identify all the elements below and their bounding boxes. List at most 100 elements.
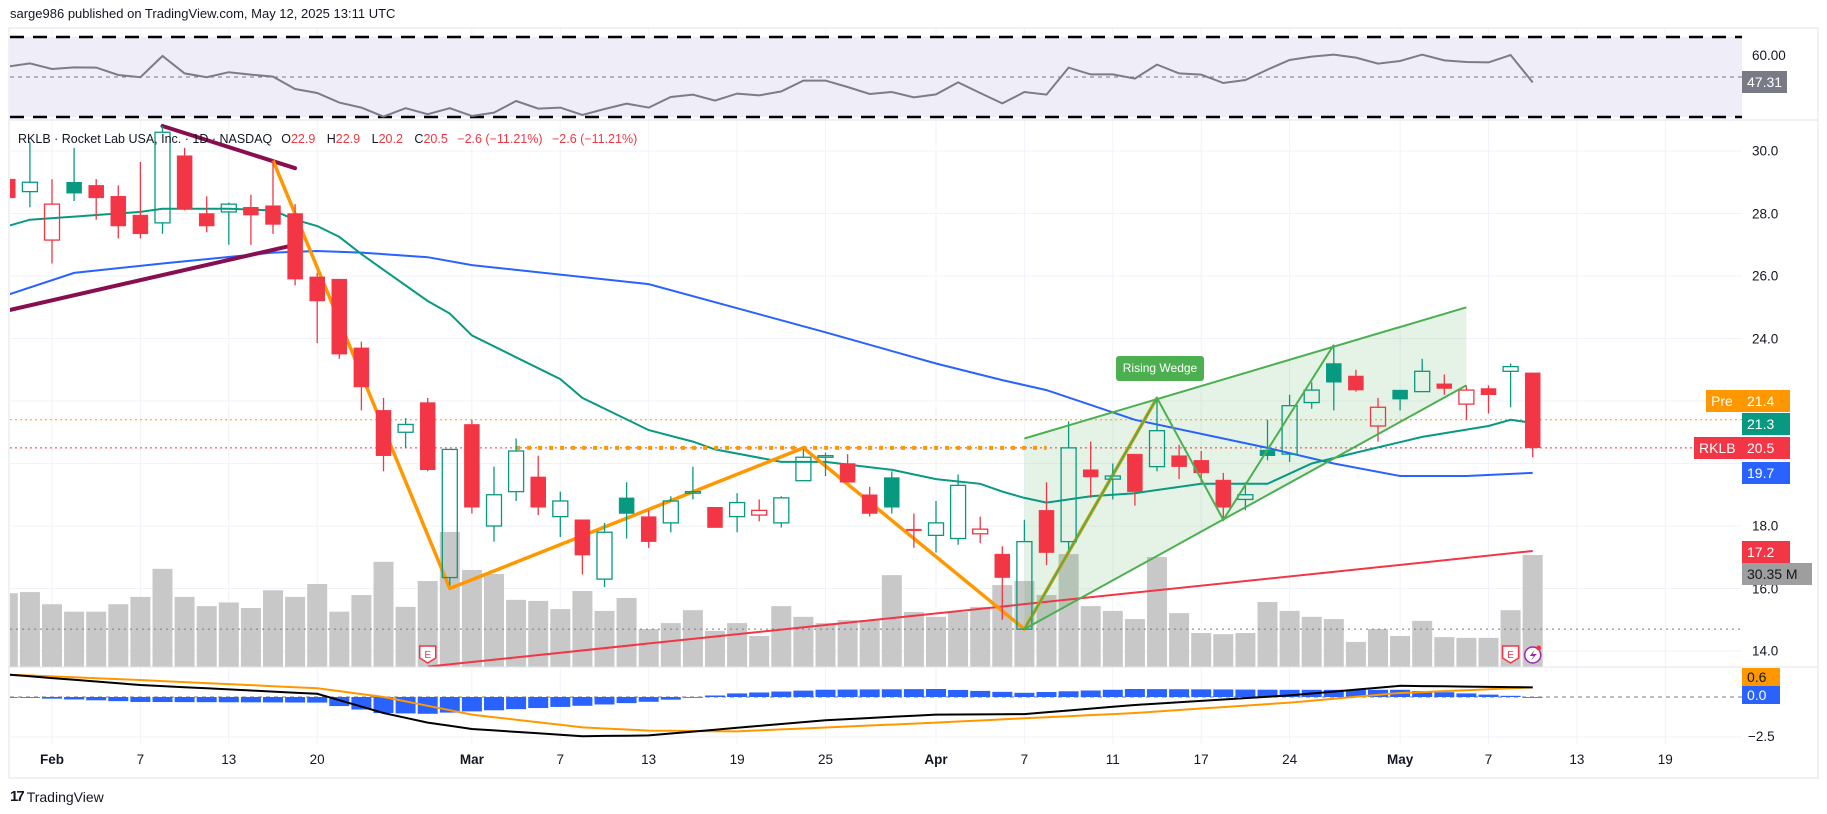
candle[interactable] [1038, 482, 1055, 566]
macd-histogram-bar [19, 697, 40, 698]
candle[interactable] [795, 449, 812, 482]
candle[interactable] [353, 341, 370, 411]
candle[interactable] [220, 202, 237, 245]
candle[interactable] [684, 466, 702, 500]
macd-histogram-bar [307, 697, 328, 703]
candle-body [817, 455, 834, 458]
volume-bar [705, 630, 725, 667]
candle[interactable] [1524, 372, 1541, 458]
candle[interactable] [751, 499, 768, 522]
candle[interactable] [1348, 369, 1364, 392]
macd-histogram-bar [373, 697, 394, 713]
candle[interactable] [1215, 472, 1232, 520]
macd-histogram-bar [1058, 691, 1079, 697]
candle[interactable] [640, 510, 657, 548]
candle[interactable] [618, 482, 635, 539]
candle[interactable] [1193, 451, 1209, 483]
candle[interactable] [154, 126, 171, 234]
candle[interactable] [1458, 385, 1475, 420]
candle[interactable] [817, 452, 834, 476]
candle[interactable] [1392, 389, 1408, 411]
macd-histogram-bar [970, 690, 991, 697]
candle[interactable] [574, 519, 591, 575]
candle[interactable] [662, 496, 679, 533]
candle[interactable] [728, 493, 746, 533]
volume-bar [660, 623, 681, 667]
earnings-icon[interactable]: E [1501, 645, 1520, 664]
candle[interactable] [309, 272, 325, 344]
rsi-pane[interactable] [8, 35, 1742, 119]
candle[interactable] [773, 496, 790, 528]
symbol-legend[interactable]: RKLB · Rocket Lab USA, Inc. · 1D · NASDA… [18, 132, 643, 146]
candle[interactable] [507, 438, 525, 502]
candle[interactable] [66, 147, 82, 201]
candle[interactable] [530, 455, 546, 516]
candle[interactable] [265, 160, 281, 234]
candle[interactable] [1414, 358, 1431, 393]
candle[interactable] [861, 486, 878, 517]
candle-body [1148, 430, 1166, 468]
time-tick-label: 19 [729, 752, 745, 767]
volume-bar [240, 607, 261, 667]
candle[interactable] [419, 397, 436, 472]
candle-body [574, 519, 591, 556]
symbol-title[interactable]: RKLB · Rocket Lab USA, Inc. · 1D · NASDA… [18, 132, 273, 146]
candle[interactable] [287, 204, 303, 286]
earnings-icon[interactable]: E [418, 645, 437, 664]
candle[interactable] [1127, 453, 1143, 506]
candle[interactable] [1082, 441, 1099, 498]
candle[interactable] [88, 179, 104, 220]
candle[interactable] [1303, 382, 1320, 409]
candle[interactable] [21, 141, 39, 208]
rising-wedge-label[interactable]: Rising Wedge [1116, 356, 1204, 381]
maroon-trendline-lower[interactable] [8, 242, 298, 312]
wedge-lower-line[interactable] [1023, 384, 1467, 630]
candle[interactable] [1259, 419, 1276, 461]
candle[interactable] [176, 147, 193, 211]
candle[interactable] [1281, 394, 1298, 462]
candle[interactable] [884, 471, 900, 514]
candle[interactable] [1436, 374, 1453, 395]
candle[interactable] [927, 501, 945, 553]
candle[interactable] [331, 278, 348, 359]
candle[interactable] [43, 179, 61, 264]
candle-body [618, 497, 635, 514]
candle[interactable] [441, 448, 458, 586]
support-trendline[interactable] [427, 550, 1533, 667]
candle[interactable] [1171, 444, 1187, 480]
flash-icon[interactable] [1523, 645, 1542, 664]
tradingview-logo[interactable]: 17 TradingView [10, 788, 104, 805]
candle[interactable] [1326, 344, 1342, 411]
candle[interactable] [1016, 519, 1033, 630]
candle[interactable] [485, 466, 503, 542]
wedge-zigzag[interactable] [1023, 344, 1335, 630]
candle-body [795, 456, 812, 482]
candle[interactable] [1148, 397, 1166, 472]
price-tick-label: 30.0 [1752, 143, 1779, 159]
wedge-upper-line[interactable] [1024, 306, 1467, 440]
candle[interactable] [839, 454, 856, 483]
candle[interactable] [132, 161, 149, 239]
candle[interactable] [198, 196, 215, 233]
candle[interactable] [464, 419, 480, 514]
volume-bar [881, 575, 902, 667]
candle[interactable] [1502, 363, 1519, 408]
macd-pane[interactable] [0, 673, 1742, 738]
candle[interactable] [994, 546, 1011, 620]
candle[interactable] [949, 474, 967, 545]
candle[interactable] [1480, 385, 1497, 414]
candle[interactable] [596, 522, 613, 587]
candle[interactable] [375, 397, 392, 472]
candle[interactable] [243, 194, 259, 245]
candle[interactable] [552, 491, 569, 537]
candle[interactable] [0, 173, 16, 204]
candle[interactable] [110, 185, 127, 239]
candle[interactable] [906, 513, 922, 548]
candle[interactable] [972, 516, 989, 544]
candle[interactable] [397, 418, 414, 448]
macd-histogram-bar [174, 697, 195, 703]
candle-body [419, 402, 436, 470]
candle[interactable] [707, 507, 723, 528]
